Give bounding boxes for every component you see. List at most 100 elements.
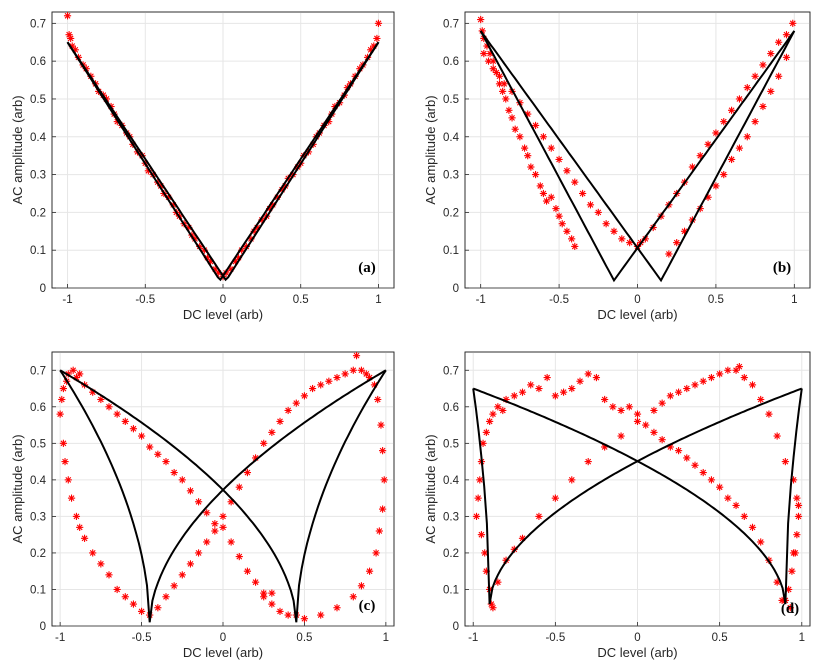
data-point xyxy=(476,476,484,484)
chart-panel-1: -1 -0.5 0 0.5 1 0 0.1 0.2 0.3 0.4 0.5 0.6 0.7 DC leve… xyxy=(10,11,395,322)
data-point xyxy=(76,370,84,378)
data-point xyxy=(547,193,555,201)
x-tick-label: -1 xyxy=(476,294,486,306)
data-point xyxy=(59,384,67,393)
data-point xyxy=(527,381,535,389)
data-point xyxy=(740,373,748,382)
data-point xyxy=(113,585,121,594)
x-tick-label: 1 xyxy=(375,294,381,306)
data-point xyxy=(219,523,227,531)
data-point xyxy=(276,417,284,426)
data-point xyxy=(592,373,601,382)
y-tick-label: 0.5 xyxy=(443,94,459,106)
data-point xyxy=(691,381,699,389)
data-point xyxy=(536,182,544,190)
data-point xyxy=(374,19,383,27)
y-tick-label: 0.4 xyxy=(443,475,460,487)
data-point xyxy=(642,421,650,429)
y-tick-label: 0.4 xyxy=(30,475,47,487)
data-point xyxy=(539,133,548,141)
data-point xyxy=(794,501,803,510)
data-point xyxy=(67,494,76,502)
data-point xyxy=(489,65,497,73)
data-point xyxy=(586,201,595,209)
data-point xyxy=(154,450,162,458)
data-point xyxy=(791,549,799,557)
data-point xyxy=(268,589,276,597)
data-point xyxy=(658,399,666,407)
data-point xyxy=(727,106,736,114)
data-point xyxy=(699,468,707,477)
data-point xyxy=(720,118,728,126)
data-point xyxy=(782,53,791,61)
data-point xyxy=(568,476,576,484)
data-point xyxy=(650,428,658,436)
y-tick-label: 0.7 xyxy=(30,365,46,377)
data-point xyxy=(531,121,540,130)
y-tick-label: 0.6 xyxy=(443,56,459,68)
data-point xyxy=(341,370,349,378)
data-point xyxy=(794,512,803,520)
data-point xyxy=(625,403,633,411)
data-point xyxy=(489,410,497,418)
data-point xyxy=(251,578,260,586)
y-tick-label: 0.3 xyxy=(443,170,459,182)
y-tick-label: 0.5 xyxy=(30,438,46,450)
data-point xyxy=(162,593,170,601)
data-point xyxy=(594,208,602,216)
y-tick-label: 0.2 xyxy=(30,548,46,560)
data-point xyxy=(740,512,748,520)
data-point xyxy=(707,373,716,382)
x-tick-label: 0 xyxy=(634,632,640,644)
data-point xyxy=(365,567,374,575)
y-tick-label: 0.7 xyxy=(443,18,459,30)
data-point xyxy=(617,406,625,415)
x-tick-label: 0.5 xyxy=(293,294,309,306)
data-point xyxy=(105,403,113,411)
y-tick-label: 0.7 xyxy=(443,365,459,377)
data-point xyxy=(227,538,235,546)
data-point xyxy=(683,384,691,393)
data-point xyxy=(154,604,162,612)
data-point xyxy=(64,476,72,484)
data-point xyxy=(186,487,195,495)
y-tick-label: 0.6 xyxy=(30,402,46,414)
x-tick-label: -1 xyxy=(55,632,65,644)
x-tick-label: -0.5 xyxy=(132,632,152,644)
y-axis-title: AC amplitude (arb) xyxy=(423,434,438,543)
y-tick-label: 0.5 xyxy=(30,94,46,106)
data-point xyxy=(211,527,219,535)
data-point xyxy=(602,220,610,228)
data-point xyxy=(735,363,743,371)
data-point xyxy=(743,84,751,92)
data-point xyxy=(789,19,797,27)
data-point xyxy=(472,512,481,520)
data-point xyxy=(372,549,380,557)
fit-curve xyxy=(472,387,803,605)
data-point xyxy=(535,384,543,393)
data-point xyxy=(211,520,219,528)
data-point xyxy=(373,34,381,43)
data-point xyxy=(781,458,789,466)
data-point xyxy=(775,38,783,46)
data-point xyxy=(617,432,625,440)
data-point xyxy=(325,377,333,385)
data-point xyxy=(243,567,252,575)
data-point xyxy=(349,366,357,374)
data-point xyxy=(203,538,211,546)
y-tick-label: 0.4 xyxy=(30,132,47,144)
data-point xyxy=(571,178,579,186)
x-tick-label: 0.5 xyxy=(708,294,724,306)
y-tick-label: 0.5 xyxy=(443,438,459,450)
data-point xyxy=(559,388,568,396)
y-tick-label: 0.1 xyxy=(443,584,459,596)
data-point xyxy=(666,392,674,400)
x-tick-label: 0 xyxy=(220,632,226,644)
data-point xyxy=(609,403,617,411)
data-point xyxy=(568,384,576,393)
data-point xyxy=(775,72,783,80)
data-point xyxy=(219,512,227,520)
data-point xyxy=(380,476,388,484)
fit-curve xyxy=(479,30,796,283)
data-point xyxy=(89,549,97,557)
